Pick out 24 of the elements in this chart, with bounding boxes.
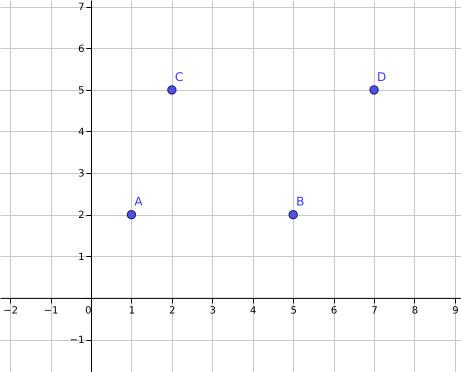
x-tick-label: −2 (3, 305, 18, 316)
annotation: D (377, 70, 386, 84)
y-tick-label: 3 (78, 168, 84, 180)
annotation: C (174, 70, 184, 84)
y-tick-label: 7 (78, 2, 84, 14)
annotation: A (134, 194, 144, 209)
x-tick-label: 3 (210, 305, 216, 316)
x-tick-label: 2 (169, 305, 176, 316)
y-tick-label: 1 (78, 252, 84, 263)
y-tick-label: −1 (70, 335, 84, 346)
y-tick-label: 2 (78, 210, 84, 222)
y-tick-label: 6 (78, 44, 84, 55)
x-tick-label: 7 (371, 305, 378, 316)
x-tick-label: −1 (44, 305, 58, 316)
x-tick-label: 1 (128, 305, 136, 316)
x-tick-label: 8 (412, 305, 418, 316)
y-tick-label: 4 (78, 126, 84, 138)
y-tick-label: 5 (78, 85, 84, 96)
x-tick-label: 5 (290, 305, 297, 316)
x-tick-label: 6 (330, 305, 338, 316)
x-tick-label: 9 (452, 305, 459, 316)
x-tick-label: 0 (85, 305, 92, 316)
x-tick-label: 4 (250, 305, 256, 316)
annotation: B (296, 194, 304, 209)
